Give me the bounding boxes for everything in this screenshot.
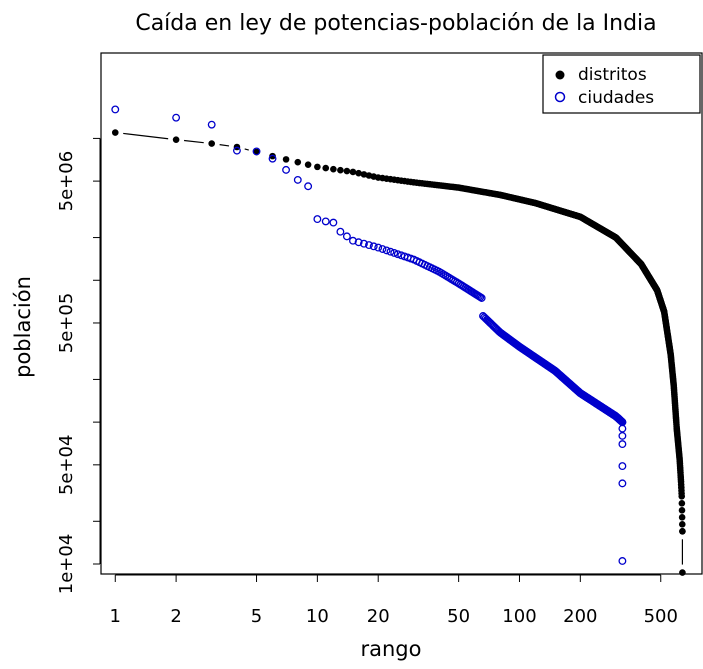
y-tick-label: 5e+05 xyxy=(56,293,77,354)
data-point xyxy=(390,249,399,257)
data-point xyxy=(321,217,330,226)
x-tick-label: 500 xyxy=(644,606,678,627)
data-point xyxy=(618,479,627,488)
data-point xyxy=(342,232,351,241)
data-point xyxy=(304,182,313,191)
data-point xyxy=(355,169,362,177)
data-point xyxy=(678,493,686,500)
data-point xyxy=(304,161,312,168)
y-axis: 1e+04 5e+04 5e+05 5e+06 xyxy=(56,137,101,595)
y-tick-label: 1e+04 xyxy=(56,534,77,595)
data-point xyxy=(252,147,261,156)
x-tick-label: 5 xyxy=(251,606,262,627)
data-point xyxy=(313,215,322,224)
series-connector xyxy=(183,139,204,144)
data-point xyxy=(618,462,627,471)
data-point xyxy=(282,165,291,174)
x-tick-label: 10 xyxy=(306,606,329,627)
data-point xyxy=(374,243,383,252)
data-point xyxy=(111,105,120,114)
data-point xyxy=(282,156,290,163)
legend: distritos ciudades xyxy=(542,54,701,114)
y-axis-label: población xyxy=(11,276,35,378)
x-tick-label: 1 xyxy=(110,606,121,627)
data-point xyxy=(678,507,686,514)
data-point xyxy=(172,113,181,122)
x-tick-label: 2 xyxy=(170,606,181,627)
legend-marker-ciudades xyxy=(554,91,566,103)
data-point xyxy=(365,241,373,250)
data-point xyxy=(336,227,345,236)
data-point xyxy=(678,514,686,521)
legend-label-ciudades: ciudades xyxy=(578,88,654,108)
data-point xyxy=(329,218,338,227)
series-connector xyxy=(244,148,249,151)
data-point xyxy=(207,120,216,129)
data-point xyxy=(618,557,627,565)
series-ciudades xyxy=(111,105,627,565)
data-point xyxy=(477,294,486,302)
data-point xyxy=(314,163,321,171)
data-point xyxy=(369,242,378,251)
plot-series xyxy=(111,105,686,576)
data-point xyxy=(294,158,302,166)
legend-label-distritos: distritos xyxy=(578,65,647,85)
x-axis: 1 2 5 10 20 50 100 200 500 xyxy=(110,574,678,627)
x-tick-label: 50 xyxy=(447,606,470,627)
data-point xyxy=(386,247,395,256)
data-point xyxy=(337,166,344,174)
data-point xyxy=(172,136,180,143)
data-point xyxy=(268,154,277,163)
data-point xyxy=(678,521,686,528)
data-point xyxy=(360,171,368,178)
x-tick-label: 20 xyxy=(367,606,390,627)
data-point xyxy=(359,239,368,248)
x-axis-label: rango xyxy=(361,637,422,661)
data-point xyxy=(382,246,391,255)
data-point xyxy=(232,146,241,155)
data-point xyxy=(393,250,402,259)
data-point xyxy=(618,431,627,440)
series-connector xyxy=(219,144,230,147)
data-point xyxy=(618,424,627,433)
legend-box xyxy=(542,54,701,114)
data-point xyxy=(330,165,337,173)
data-point xyxy=(678,500,686,507)
x-tick-label: 100 xyxy=(502,606,536,627)
chart-title: Caída en ley de potencias-población de l… xyxy=(135,11,656,36)
data-point xyxy=(378,245,387,253)
plot-frame xyxy=(100,52,703,575)
data-point xyxy=(293,175,302,184)
data-point xyxy=(322,164,330,172)
data-point xyxy=(269,152,276,160)
y-tick-label: 5e+04 xyxy=(56,435,77,496)
x-tick-label: 200 xyxy=(563,606,597,627)
data-point xyxy=(679,527,686,535)
data-point xyxy=(679,569,686,576)
data-point xyxy=(111,129,119,136)
data-point xyxy=(208,140,215,147)
legend-marker-distritos xyxy=(555,70,565,80)
data-point xyxy=(343,167,351,175)
data-point xyxy=(354,238,363,247)
series-connector xyxy=(123,132,169,140)
series-distritos xyxy=(111,129,686,576)
data-point xyxy=(618,440,627,449)
data-point xyxy=(349,168,357,176)
y-tick-label: 5e+06 xyxy=(56,151,77,212)
